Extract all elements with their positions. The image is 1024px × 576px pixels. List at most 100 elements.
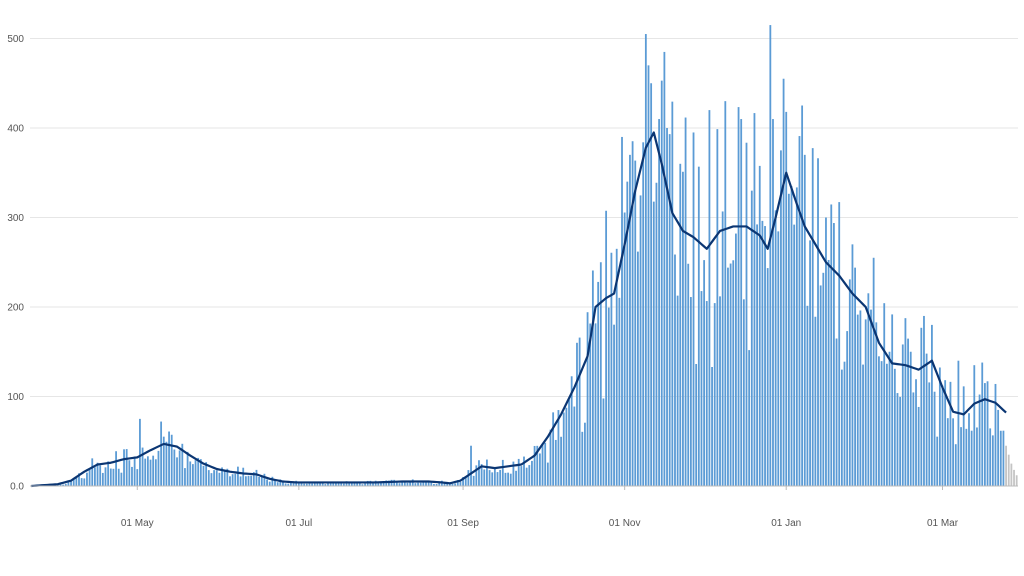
bar (674, 254, 676, 486)
bar (536, 445, 539, 486)
bar (263, 473, 266, 486)
bar (67, 481, 70, 486)
bar (968, 413, 970, 486)
x-tick-label: 01 Nov (609, 518, 641, 529)
bar (313, 482, 316, 486)
bar (136, 469, 139, 486)
bar (377, 482, 380, 486)
bar (769, 25, 772, 486)
bar (713, 303, 716, 486)
bar (486, 459, 488, 486)
bar (62, 484, 65, 486)
bar (173, 449, 176, 486)
bar (636, 251, 639, 486)
bar (787, 193, 790, 486)
bar (546, 462, 549, 486)
daily-bars (33, 25, 1018, 487)
bar (356, 482, 359, 486)
y-tick-label: 500 (7, 34, 24, 45)
bar (986, 381, 989, 486)
bar (740, 119, 743, 487)
bar (247, 475, 250, 486)
bar (496, 472, 499, 486)
bar (976, 427, 978, 486)
bar (809, 240, 811, 486)
bar (327, 481, 329, 486)
x-tick-label: 01 Jul (286, 518, 313, 529)
bar (422, 480, 425, 486)
bar (101, 472, 104, 486)
bar (109, 468, 112, 486)
bar (470, 445, 472, 486)
bar (562, 412, 565, 486)
bar (226, 468, 229, 486)
bar (581, 431, 584, 486)
bar (168, 431, 170, 486)
bar (242, 467, 245, 486)
bar (152, 455, 155, 486)
bar (234, 473, 237, 486)
bar (274, 480, 276, 486)
bar (329, 482, 332, 486)
bar (568, 399, 570, 486)
bar (907, 338, 909, 486)
bar (189, 461, 192, 486)
bar (531, 460, 533, 486)
bar (793, 224, 796, 486)
bar (888, 351, 891, 486)
bar (960, 427, 962, 486)
bar (954, 444, 957, 486)
bar (729, 263, 732, 486)
bar (297, 483, 300, 486)
bar (997, 409, 1000, 486)
bar (515, 470, 517, 486)
bar (798, 136, 801, 486)
y-tick-label: 200 (7, 303, 24, 314)
bar (938, 367, 941, 486)
bar (989, 428, 992, 486)
bar (597, 281, 600, 486)
bar (660, 80, 663, 486)
bar (335, 482, 337, 486)
bar (279, 479, 282, 486)
bar (610, 252, 613, 486)
x-tick-label: 01 Sep (447, 518, 479, 529)
bar (817, 158, 819, 486)
bar (128, 460, 131, 486)
bar (91, 458, 94, 486)
bar (430, 482, 433, 486)
bar (131, 466, 133, 486)
bar (115, 451, 117, 486)
bar (523, 456, 525, 486)
bar (835, 338, 838, 486)
bar (819, 285, 822, 486)
bar (584, 422, 586, 486)
bar (721, 211, 724, 486)
y-tick-label: 400 (7, 124, 24, 135)
bar (287, 483, 290, 486)
bar (602, 398, 605, 486)
bar (107, 461, 110, 486)
bar (735, 233, 737, 486)
bar (533, 445, 536, 486)
bar (711, 366, 713, 486)
bar (854, 267, 856, 486)
bar (748, 350, 751, 486)
bar (904, 318, 907, 486)
bar (623, 212, 626, 486)
bar (658, 119, 660, 487)
bar (944, 380, 947, 486)
bar (838, 202, 841, 486)
bar (896, 393, 899, 486)
bar (178, 450, 181, 486)
bar (946, 418, 949, 486)
bar (205, 462, 208, 486)
bar (451, 483, 454, 486)
bar (692, 132, 695, 486)
bar (308, 481, 311, 486)
bar (504, 472, 507, 486)
bar (427, 480, 430, 486)
bar (687, 263, 690, 486)
bar (560, 436, 562, 486)
bar (303, 483, 306, 486)
